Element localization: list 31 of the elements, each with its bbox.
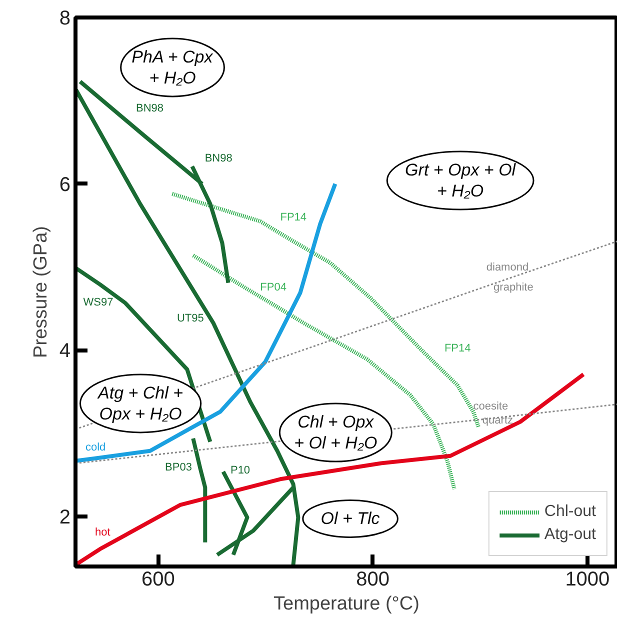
x-tick-label: 800 (356, 568, 390, 590)
annotation: BP03 (165, 462, 192, 474)
annotation: BN98 (204, 152, 232, 165)
annotation: P10 (230, 464, 250, 476)
x-axis-title: Temperature (°C) (274, 594, 420, 614)
annotation: BN98 (136, 102, 164, 115)
annotation: diamond (486, 261, 529, 274)
annotation: coesite (473, 400, 508, 413)
y-tick-label: 4 (59, 340, 70, 362)
legend-label: Chl-out (544, 503, 596, 521)
x-tick-label: 1000 (565, 568, 610, 590)
annotation: UT95 (176, 312, 204, 324)
annotation: quartz (482, 414, 514, 426)
annotation: Ol + Tlc (320, 509, 380, 528)
x-tick-label: 600 (141, 568, 175, 590)
annotation: Atg + Chl + Opx + H₂O (97, 383, 184, 424)
annotation: WS97 (83, 296, 114, 308)
annotation: cold (85, 441, 106, 454)
annotation: hot (94, 526, 110, 538)
annotation: FP04 (260, 282, 286, 294)
annotation: FP14 (280, 211, 307, 224)
annotation: Grt + Opx + Ol + H₂O (405, 160, 517, 201)
annotation: graphite (494, 282, 534, 294)
y-tick-label: 6 (59, 174, 70, 196)
annotation: FP14 (444, 342, 471, 355)
annotation: PhA + Cpx + H₂O (132, 48, 214, 88)
legend-label: Atg-out (544, 526, 596, 544)
annotation: Chl + Opx + Ol + H₂O (294, 412, 378, 452)
y-tick-label: 2 (59, 506, 70, 529)
y-tick-label: 8 (59, 8, 70, 30)
y-axis-title: Pressure (GPa) (30, 226, 52, 358)
